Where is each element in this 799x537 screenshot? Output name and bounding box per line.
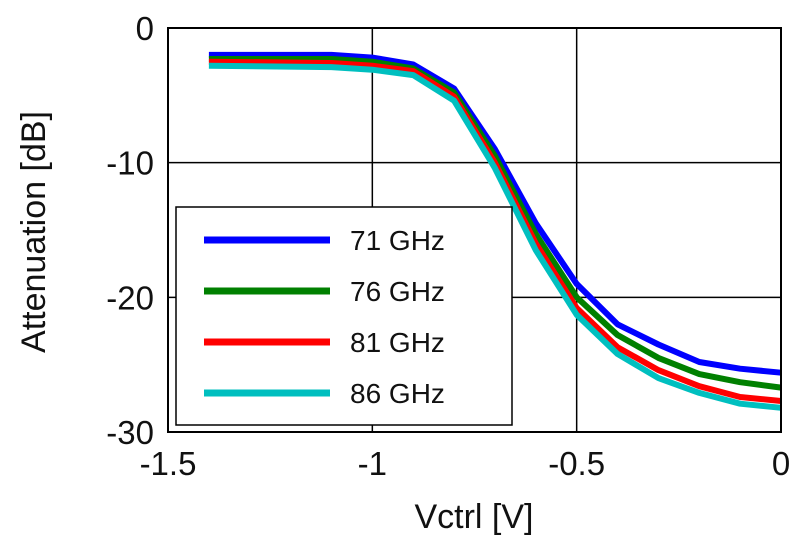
series-line: [208, 56, 782, 391]
series-line: [208, 51, 782, 376]
series-line: [208, 62, 782, 411]
legend: 71 GHz 76 GHz 81 GHz 86 GHz: [175, 206, 513, 426]
x-tick-label: -1.5: [140, 445, 197, 482]
legend-label: 81 GHz: [350, 327, 445, 358]
plot-frame: [167, 27, 782, 433]
y-axis-title: Attenuation [dB]: [15, 111, 53, 353]
y-tick-label: -10: [106, 145, 154, 182]
x-axis-title: Vctrl [V]: [414, 498, 533, 536]
legend-label: 76 GHz: [350, 276, 445, 307]
legend-label: 86 GHz: [350, 378, 445, 409]
series-lines: [208, 51, 782, 411]
x-tick-label: 0: [772, 445, 790, 482]
y-tick-label: -30: [106, 414, 154, 451]
x-tick-label: -0.5: [548, 445, 605, 482]
y-tick-label: 0: [136, 10, 154, 47]
y-tick-labels: 0 -10 -20 -30: [106, 10, 154, 451]
x-tick-label: -1: [358, 445, 387, 482]
y-tick-label: -20: [106, 279, 154, 316]
x-tick-labels: -1.5 -1 -0.5 0: [140, 445, 791, 482]
legend-label: 71 GHz: [350, 225, 445, 256]
